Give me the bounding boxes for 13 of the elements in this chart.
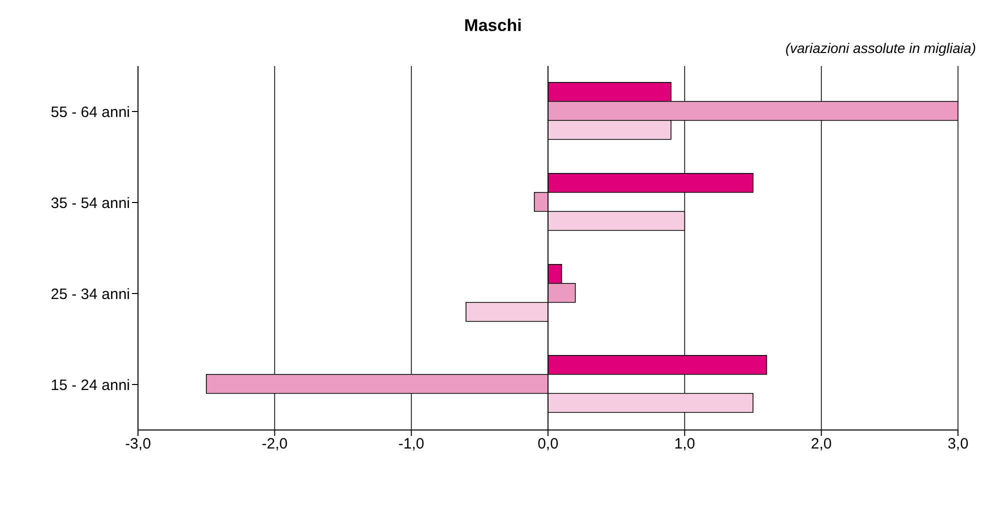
- x-tick-label: -1,0: [398, 436, 424, 453]
- x-tick-label: 1,0: [674, 436, 696, 453]
- x-tick-label: -3,0: [125, 436, 151, 453]
- x-tick-label: 0,0: [538, 436, 558, 453]
- x-tick-label: 3,0: [948, 436, 968, 453]
- y-tick-label: 35 - 54 anni: [50, 194, 130, 212]
- chart-subtitle: (variazioni assolute in migliaia): [784, 40, 977, 56]
- y-tick-label: 15 - 24 anni: [50, 376, 130, 394]
- y-tick-label: 25 - 34 anni: [50, 286, 130, 303]
- chart-title: Maschi: [463, 15, 523, 36]
- x-tick-label: 2,0: [810, 436, 832, 453]
- y-tick-label: 55 - 64 anni: [50, 104, 130, 121]
- x-tick-label: -2,0: [262, 436, 288, 453]
